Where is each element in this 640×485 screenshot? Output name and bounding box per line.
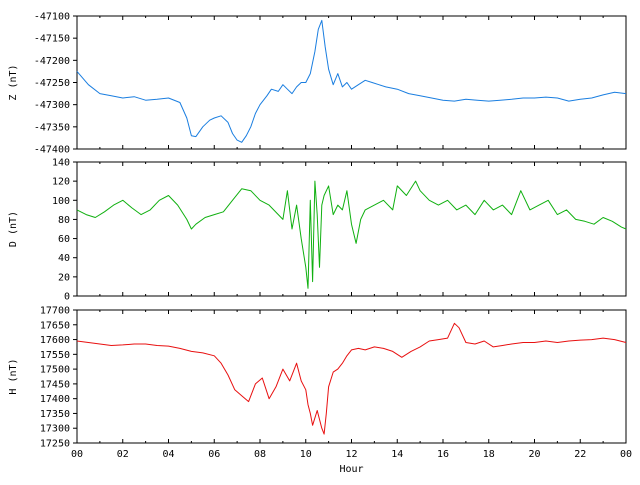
h-panel-frame [76, 309, 627, 444]
d-ylabel: D (nT) [8, 211, 19, 247]
x-tick-label-5: 10 [300, 449, 312, 460]
h-ylabel: H (nT) [8, 358, 19, 394]
x-tick-label-9: 18 [483, 449, 495, 460]
x-tick-label-0: 00 [71, 449, 83, 460]
x-tick-label-8: 16 [437, 449, 449, 460]
x-tick-label-11: 22 [574, 449, 586, 460]
z-series-line [76, 19, 627, 143]
h-y-tick-label-9: 17700 [40, 306, 70, 317]
d-series-line [76, 180, 627, 289]
d-y-tick-label-3: 60 [58, 234, 70, 245]
h-y-tick-label-0: 17250 [40, 439, 70, 450]
z-panel-frame [76, 15, 627, 150]
h-y-tick-label-1: 17300 [40, 424, 70, 435]
h-y-tick-label-4: 17450 [40, 379, 70, 390]
x-axis-label: Hour [339, 464, 363, 475]
d-y-tick-label-5: 100 [52, 196, 70, 207]
d-y-tick-label-4: 80 [58, 215, 70, 226]
h-y-tick-label-6: 17550 [40, 350, 70, 361]
x-tick-label-4: 08 [254, 449, 266, 460]
x-tick-label-1: 02 [117, 449, 129, 460]
d-y-tick-label-1: 20 [58, 272, 70, 283]
d-y-tick-label-2: 40 [58, 253, 70, 264]
x-tick-label-3: 06 [208, 449, 220, 460]
h-y-tick-label-3: 17400 [40, 394, 70, 405]
z-y-tick-label-0: -47100 [34, 12, 70, 23]
z-ylabel: Z (nT) [8, 64, 19, 100]
z-y-tick-label-3: -47250 [34, 78, 70, 89]
d-y-tick-label-0: 0 [64, 292, 70, 303]
z-y-tick-label-2: -47200 [34, 56, 70, 67]
x-tick-label-7: 14 [391, 449, 403, 460]
x-tick-label-6: 12 [345, 449, 357, 460]
h-y-tick-label-2: 17350 [40, 409, 70, 420]
d-y-tick-label-6: 120 [52, 177, 70, 188]
h-series-line [76, 322, 627, 435]
x-tick-label-2: 04 [162, 449, 174, 460]
z-y-tick-label-5: -47350 [34, 122, 70, 133]
d-y-tick-label-7: 140 [52, 158, 70, 169]
h-y-tick-label-5: 17500 [40, 365, 70, 376]
x-tick-label-12: 00 [620, 449, 632, 460]
h-y-tick-label-8: 17650 [40, 320, 70, 331]
x-tick-label-10: 20 [528, 449, 540, 460]
h-y-tick-label-7: 17600 [40, 335, 70, 346]
d-panel-frame [76, 161, 627, 297]
z-y-tick-label-6: -47400 [34, 145, 70, 156]
z-y-tick-label-1: -47150 [34, 34, 70, 45]
z-y-tick-label-4: -47300 [34, 100, 70, 111]
